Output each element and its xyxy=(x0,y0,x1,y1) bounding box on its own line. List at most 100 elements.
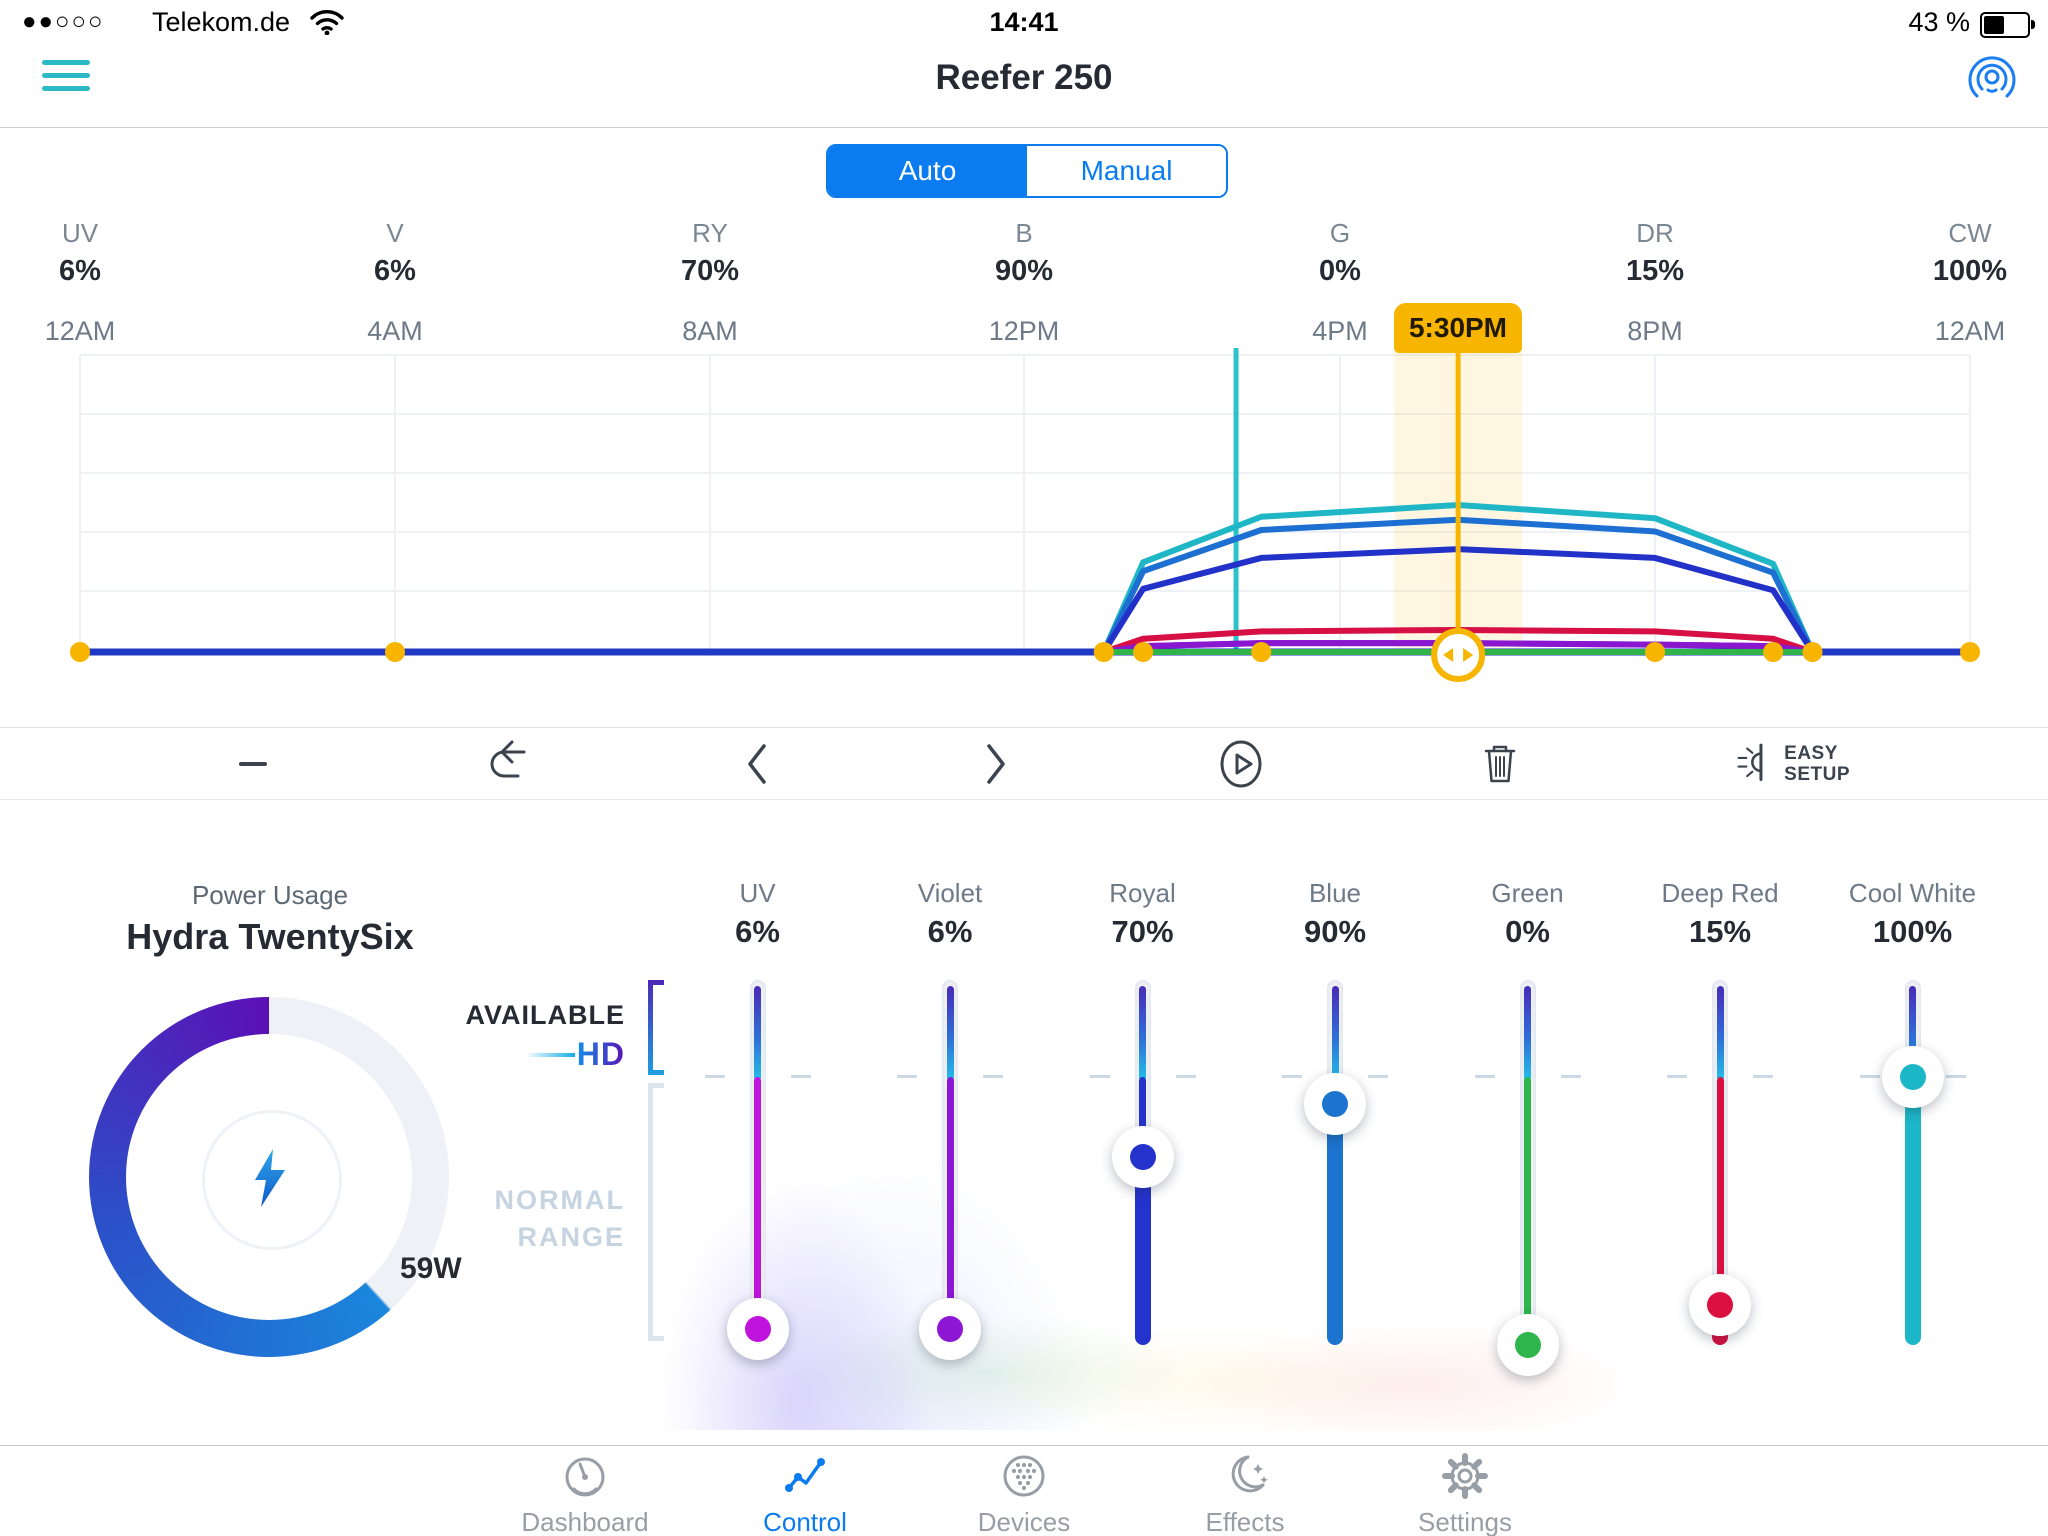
undo-icon xyxy=(490,740,526,778)
channel-value: 15% xyxy=(1625,255,1685,287)
slider-thumb-dot xyxy=(1707,1291,1733,1318)
toolbar-button-remove-point[interactable] xyxy=(193,734,313,794)
devices-icon xyxy=(1003,1455,1045,1497)
slider-label: UV xyxy=(739,878,776,908)
slider-thumb-dot xyxy=(1129,1144,1156,1171)
channel-code: CW xyxy=(1948,218,1992,248)
handle-right-arrow-icon xyxy=(1463,648,1474,662)
schedule-point[interactable] xyxy=(1960,642,1980,662)
slider-hd-range xyxy=(1524,986,1531,1081)
slider-thumb[interactable] xyxy=(919,1297,981,1360)
available-hd-label: AVAILABLE xyxy=(465,1000,625,1030)
slider-fill xyxy=(1134,1153,1151,1345)
hd-boundary-dash xyxy=(704,1075,725,1078)
channel-value: 70% xyxy=(680,255,740,287)
broadcast-icon[interactable] xyxy=(1964,50,2020,106)
time-tick-label: 8PM xyxy=(1627,316,1683,346)
slider-hd-range xyxy=(1716,986,1724,1081)
slider-label: Blue xyxy=(1308,878,1362,908)
slider-fill xyxy=(1327,1099,1343,1345)
hd-boundary-dash xyxy=(983,1075,1003,1078)
slider-blue: Blue 90% xyxy=(1240,870,1430,1410)
time-tick-label: 4PM xyxy=(1312,316,1368,346)
spectrum-background xyxy=(560,1000,2040,1430)
slider-thumb[interactable] xyxy=(726,1297,789,1360)
slider-hd-range xyxy=(754,986,761,1081)
carrier-label: Telekom.de xyxy=(152,7,291,37)
tab-control[interactable]: Control xyxy=(705,1452,905,1536)
slider-thumb[interactable] xyxy=(1689,1273,1751,1336)
menu-button[interactable] xyxy=(42,60,90,94)
device-name: Hydra TwentySix xyxy=(126,916,414,957)
schedule-point[interactable] xyxy=(1645,642,1665,662)
tab-label: Settings xyxy=(1418,1507,1512,1536)
battery-icon xyxy=(1980,12,2035,38)
hd-logo-dash xyxy=(524,1052,575,1057)
schedule-point[interactable] xyxy=(1763,642,1784,662)
toolbar-button-previous-point[interactable] xyxy=(698,734,818,794)
slider-value: 6% xyxy=(735,914,780,949)
hd-boundary-dash xyxy=(790,1075,811,1078)
slider-fill xyxy=(1904,1073,1921,1345)
schedule-point[interactable] xyxy=(1093,642,1114,662)
hd-boundary-dash xyxy=(1474,1075,1495,1078)
slider-remainder xyxy=(1716,1077,1724,1305)
slider-thumb[interactable] xyxy=(1881,1046,1944,1108)
tab-label: Control xyxy=(763,1507,847,1536)
chevron-left-icon xyxy=(748,744,766,784)
power-gauge xyxy=(89,997,449,1357)
schedule-point[interactable] xyxy=(70,642,90,662)
easy-setup-label: EASY SETUP xyxy=(1784,743,1850,785)
schedule-point[interactable] xyxy=(1802,642,1823,662)
slider-thumb[interactable] xyxy=(1496,1314,1559,1376)
mode-manual-button[interactable]: Manual xyxy=(1027,146,1226,196)
slider-label: Green xyxy=(1491,878,1564,908)
hd-boundary-dash xyxy=(1175,1075,1196,1078)
battery-percent-label: 43 % xyxy=(1908,7,1970,37)
mode-auto-button[interactable]: Auto xyxy=(828,146,1027,196)
channel-summary-item: V 6% xyxy=(285,218,505,288)
toolbar-button-undo[interactable] xyxy=(448,734,568,794)
channel-value: 90% xyxy=(994,255,1054,287)
hd-boundary-dash xyxy=(897,1075,917,1078)
selected-time-badge[interactable]: 5:30PM xyxy=(1394,303,1522,353)
slider-label: Royal xyxy=(1109,878,1176,908)
slider-label: Cool White xyxy=(1848,878,1977,908)
channel-value: 100% xyxy=(1932,255,2008,287)
tab-devices[interactable]: Devices xyxy=(924,1452,1124,1536)
toolbar-button-preview[interactable] xyxy=(1181,734,1301,794)
slider-hd-range xyxy=(1331,986,1339,1081)
channel-code: G xyxy=(1329,218,1351,248)
tab-effects[interactable]: Effects xyxy=(1145,1452,1345,1536)
slider-royal: Royal 70% xyxy=(1048,870,1238,1410)
tab-dashboard[interactable]: Dashboard xyxy=(485,1452,685,1536)
time-handle[interactable] xyxy=(1431,628,1486,682)
settings-icon xyxy=(1442,1453,1488,1499)
schedule-point[interactable] xyxy=(1133,642,1154,662)
slider-thumb-dot xyxy=(1899,1064,1926,1090)
chevron-right-icon xyxy=(987,744,1005,784)
power-gauge-inner-ring xyxy=(202,1110,342,1250)
channel-code: UV xyxy=(61,218,99,248)
slider-violet: Violet 6% xyxy=(855,870,1045,1410)
cell-signal-icon: ●●○○○ xyxy=(22,8,105,35)
minus-icon xyxy=(239,762,267,766)
toolbar-button-easy-setup[interactable]: EASY SETUP xyxy=(1730,734,1850,794)
tab-settings[interactable]: Settings xyxy=(1365,1452,1565,1536)
slider-deep-red: Deep Red 15% xyxy=(1625,870,1815,1410)
slider-green: Green 0% xyxy=(1433,870,1623,1410)
tab-label: Effects xyxy=(1205,1507,1285,1536)
slider-thumb[interactable] xyxy=(1304,1072,1366,1135)
hd-zone-bracket xyxy=(648,980,664,1075)
hd-boundary-dash xyxy=(1753,1075,1773,1078)
schedule-chart[interactable] xyxy=(0,340,2048,692)
schedule-point[interactable] xyxy=(385,642,405,662)
toolbar-button-delete[interactable] xyxy=(1440,734,1560,794)
schedule-point[interactable] xyxy=(1251,642,1272,662)
hd-logo: HD xyxy=(380,1036,625,1073)
toolbar-button-next-point[interactable] xyxy=(935,734,1055,794)
slider-thumb[interactable] xyxy=(1111,1126,1174,1189)
slider-remainder xyxy=(754,1077,761,1329)
slider-thumb-dot xyxy=(1322,1090,1348,1117)
slider-hd-range xyxy=(1909,986,1916,1081)
